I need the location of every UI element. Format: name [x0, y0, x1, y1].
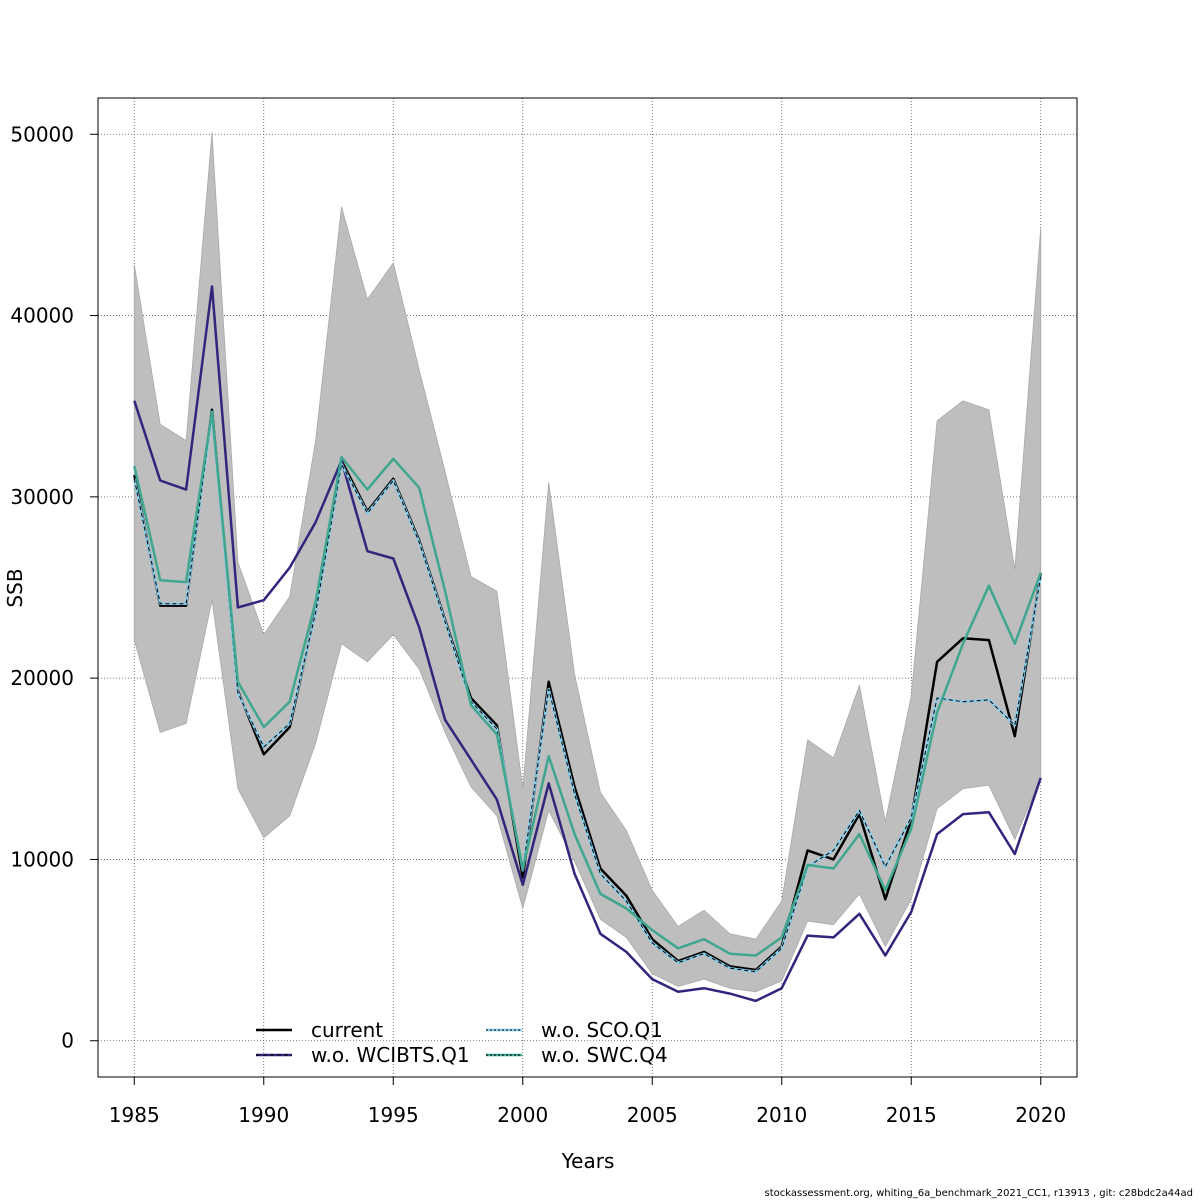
- series-lines: [133, 285, 1042, 1003]
- legend: current w.o. WCIBTS.Q1 w.o. SCO.Q1 w.o. …: [256, 1018, 668, 1067]
- y-axis: 0 10000 20000 30000 40000 50000: [10, 122, 98, 1053]
- legend-label-current: current: [311, 1018, 383, 1042]
- y-axis-title: SSB: [3, 568, 27, 607]
- series-line-w-o-swc-q4: [133, 410, 1042, 957]
- x-axis: 1985 1990 1995 2000 2005 2010 2015 2020: [109, 1077, 1066, 1127]
- y-tick-label: 50000: [10, 122, 74, 146]
- x-tick-label: 1990: [238, 1103, 289, 1127]
- plot-frame: [97, 97, 1078, 1078]
- x-tick-label: 1995: [368, 1103, 419, 1127]
- footer-caption: stockassessment.org, whiting_6a_benchmar…: [765, 1188, 1193, 1199]
- y-tick-label: 10000: [10, 847, 74, 871]
- x-tick-label: 2000: [497, 1103, 548, 1127]
- legend-label-wo-sco-q1: w.o. SCO.Q1: [541, 1018, 663, 1042]
- legend-label-wo-wcibts-q1: w.o. WCIBTS.Q1: [311, 1043, 470, 1067]
- x-tick-label: 2015: [886, 1103, 937, 1127]
- x-axis-title: Years: [561, 1149, 615, 1173]
- y-tick-label: 0: [61, 1029, 74, 1053]
- series-line-current: [133, 408, 1042, 972]
- legend-label-wo-swc-q4: w.o. SWC.Q4: [541, 1043, 668, 1067]
- x-tick-label: 1985: [109, 1103, 160, 1127]
- x-tick-label: 2005: [627, 1103, 678, 1127]
- y-tick-label: 30000: [10, 485, 74, 509]
- series-line-w-o-wcibts-q1: [133, 285, 1042, 1003]
- x-tick-label: 2020: [1015, 1103, 1066, 1127]
- y-tick-label: 20000: [10, 666, 74, 690]
- series-line-w-o-sco-q1-dash: [133, 413, 1042, 973]
- y-tick-label: 40000: [10, 304, 74, 328]
- x-tick-label: 2010: [756, 1103, 807, 1127]
